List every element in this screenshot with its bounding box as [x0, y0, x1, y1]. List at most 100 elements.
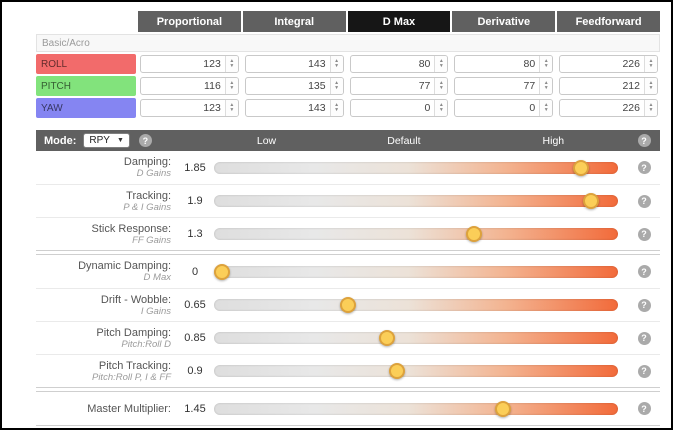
spinner-arrows[interactable]: ▲ ▼	[224, 100, 238, 116]
slider-value: 0.85	[184, 332, 206, 344]
pid-input-pitch-integral[interactable]: 135 ▲ ▼	[244, 77, 344, 95]
spinner-arrows[interactable]: ▲ ▼	[224, 78, 238, 94]
spinner-arrows[interactable]: ▲ ▼	[329, 56, 343, 72]
chevron-down-icon: ▼	[116, 137, 124, 144]
slider-track[interactable]	[214, 159, 618, 176]
pid-row-yaw: YAW 123 ▲ ▼ 143 ▲ ▼ 0 ▲ ▼ 0 ▲ ▼ 226 ▲ ▼	[36, 98, 660, 118]
slider-sublabel: I Gains	[140, 305, 171, 317]
slider-sublabel: D Max	[143, 272, 171, 283]
help-icon[interactable]: ?	[637, 161, 651, 174]
slider-knob[interactable]	[388, 363, 405, 379]
slider-knob[interactable]	[378, 330, 395, 346]
slider-group-advanced: Dynamic Damping: D Max 0 ? Drift - Wobbl…	[36, 254, 660, 388]
pid-input-pitch-feedforward[interactable]: 212 ▲ ▼	[559, 77, 658, 95]
spinner-arrows[interactable]: ▲ ▼	[643, 100, 657, 116]
slider-value: 1.9	[187, 195, 203, 207]
spinner-arrows[interactable]: ▲ ▼	[643, 56, 657, 72]
slider-value: 1.3	[187, 228, 203, 240]
mode-label: Mode:	[44, 134, 77, 147]
help-icon[interactable]: ?	[138, 134, 152, 147]
axis-label-pitch: PITCH	[36, 76, 136, 96]
help-icon[interactable]: ?	[637, 227, 651, 241]
pid-input-roll-derivative[interactable]: 80 ▲ ▼	[454, 55, 554, 73]
scale-label-high: High	[542, 134, 565, 147]
slider-row-tracking: Tracking: P & I Gains 1.9 ?	[36, 184, 660, 217]
spinner-arrows[interactable]: ▲ ▼	[539, 56, 553, 72]
pid-row-roll: ROLL 123 ▲ ▼ 143 ▲ ▼ 80 ▲ ▼ 80 ▲ ▼ 226 ▲ ▼	[36, 54, 660, 74]
pid-input-pitch-derivative[interactable]: 77 ▲ ▼	[454, 77, 554, 95]
pid-input-roll-feedforward[interactable]: 226 ▲ ▼	[559, 55, 658, 73]
slider-track[interactable]	[214, 400, 618, 417]
pid-input-pitch-dmax[interactable]: 77 ▲ ▼	[349, 77, 449, 95]
slider-label: Master Multiplier:	[87, 402, 171, 415]
help-icon[interactable]: ?	[637, 331, 651, 345]
help-icon[interactable]: ?	[637, 265, 651, 278]
slider-group-master: Master Multiplier: 1.45 ?	[36, 391, 660, 426]
pid-input-roll-dmax[interactable]: 80 ▲ ▼	[349, 55, 449, 73]
slider-sublabel: D Gains	[136, 168, 171, 179]
spinner-arrows[interactable]: ▲ ▼	[434, 100, 448, 116]
spinner-arrows[interactable]: ▲ ▼	[434, 78, 448, 94]
spinner-arrows[interactable]: ▲ ▼	[329, 100, 343, 116]
slider-sublabel: FF Gains	[132, 234, 171, 246]
pid-input-yaw-feedforward[interactable]: 226 ▲ ▼	[559, 99, 658, 117]
column-header-dmax: D Max	[347, 11, 451, 32]
header-spacer	[36, 11, 136, 32]
section-label-basic-acro: Basic/Acro	[36, 34, 660, 52]
pid-input-roll-proportional[interactable]: 123 ▲ ▼	[140, 55, 239, 73]
slider-track[interactable]	[214, 226, 618, 242]
slider-header-bar: Mode: RPY ▼ ? Low Default High ?	[36, 130, 660, 151]
slider-value: 0.65	[184, 299, 206, 311]
tuning-sliders-section: Mode: RPY ▼ ? Low Default High ?	[36, 130, 660, 426]
pid-input-yaw-proportional[interactable]: 123 ▲ ▼	[140, 99, 239, 117]
help-icon[interactable]: ?	[637, 364, 651, 378]
spinner-arrows[interactable]: ▲ ▼	[224, 56, 238, 72]
spinner-arrows[interactable]: ▲ ▼	[539, 100, 553, 116]
slider-knob[interactable]	[466, 226, 483, 242]
slider-value: 1.45	[184, 402, 206, 415]
help-icon[interactable]: ?	[637, 134, 651, 147]
slider-knob[interactable]	[214, 263, 230, 280]
axis-label-yaw: YAW	[36, 98, 136, 118]
spinner-arrows[interactable]: ▲ ▼	[643, 78, 657, 94]
spinner-arrows[interactable]: ▲ ▼	[434, 56, 448, 72]
slider-track[interactable]	[214, 263, 618, 280]
slider-row-master-multiplier: Master Multiplier: 1.45 ?	[36, 392, 660, 425]
slider-sublabel: P & I Gains	[123, 201, 171, 213]
pid-input-roll-integral[interactable]: 143 ▲ ▼	[244, 55, 344, 73]
spinner-arrows[interactable]: ▲ ▼	[329, 78, 343, 94]
slider-knob[interactable]	[572, 159, 589, 176]
slider-label: Pitch Damping:	[96, 326, 171, 339]
slider-knob[interactable]	[495, 400, 512, 417]
slider-track[interactable]	[214, 193, 618, 209]
slider-track[interactable]	[214, 297, 618, 313]
slider-track[interactable]	[214, 330, 618, 346]
slider-label: Pitch Tracking:	[98, 359, 171, 372]
column-header-integral: Integral	[242, 11, 346, 32]
slider-group-main: Damping: D Gains 1.85 ? Tracking: P & I …	[36, 151, 660, 251]
spinner-arrows[interactable]: ▲ ▼	[539, 78, 553, 94]
mode-select[interactable]: RPY ▼	[83, 133, 130, 148]
pid-input-pitch-proportional[interactable]: 116 ▲ ▼	[140, 77, 239, 95]
scale-label-default: Default	[387, 134, 421, 147]
pid-input-yaw-integral[interactable]: 143 ▲ ▼	[244, 99, 344, 117]
slider-track[interactable]	[214, 363, 618, 379]
slider-label: Drift - Wobble:	[100, 293, 171, 306]
help-icon[interactable]: ?	[637, 298, 651, 312]
help-icon[interactable]: ?	[637, 402, 651, 415]
slider-row-damping: Damping: D Gains 1.85 ?	[36, 151, 660, 184]
slider-row-drift-wobble: Drift - Wobble: I Gains 0.65 ?	[36, 288, 660, 321]
slider-label: Stick Response:	[91, 222, 171, 235]
column-header-proportional: Proportional	[138, 11, 241, 32]
pid-input-yaw-derivative[interactable]: 0 ▲ ▼	[454, 99, 554, 117]
slider-knob[interactable]	[582, 193, 599, 209]
slider-knob[interactable]	[340, 297, 357, 313]
help-icon[interactable]: ?	[637, 194, 651, 208]
slider-row-dynamic-damping: Dynamic Damping: D Max 0 ?	[36, 255, 660, 288]
pid-table-header: Proportional Integral D Max Derivative F…	[36, 11, 660, 32]
pid-input-yaw-dmax[interactable]: 0 ▲ ▼	[349, 99, 449, 117]
slider-value: 1.85	[184, 161, 206, 174]
slider-row-pitch-damping: Pitch Damping: Pitch:Roll D 0.85 ?	[36, 321, 660, 354]
slider-label: Tracking:	[126, 189, 171, 202]
